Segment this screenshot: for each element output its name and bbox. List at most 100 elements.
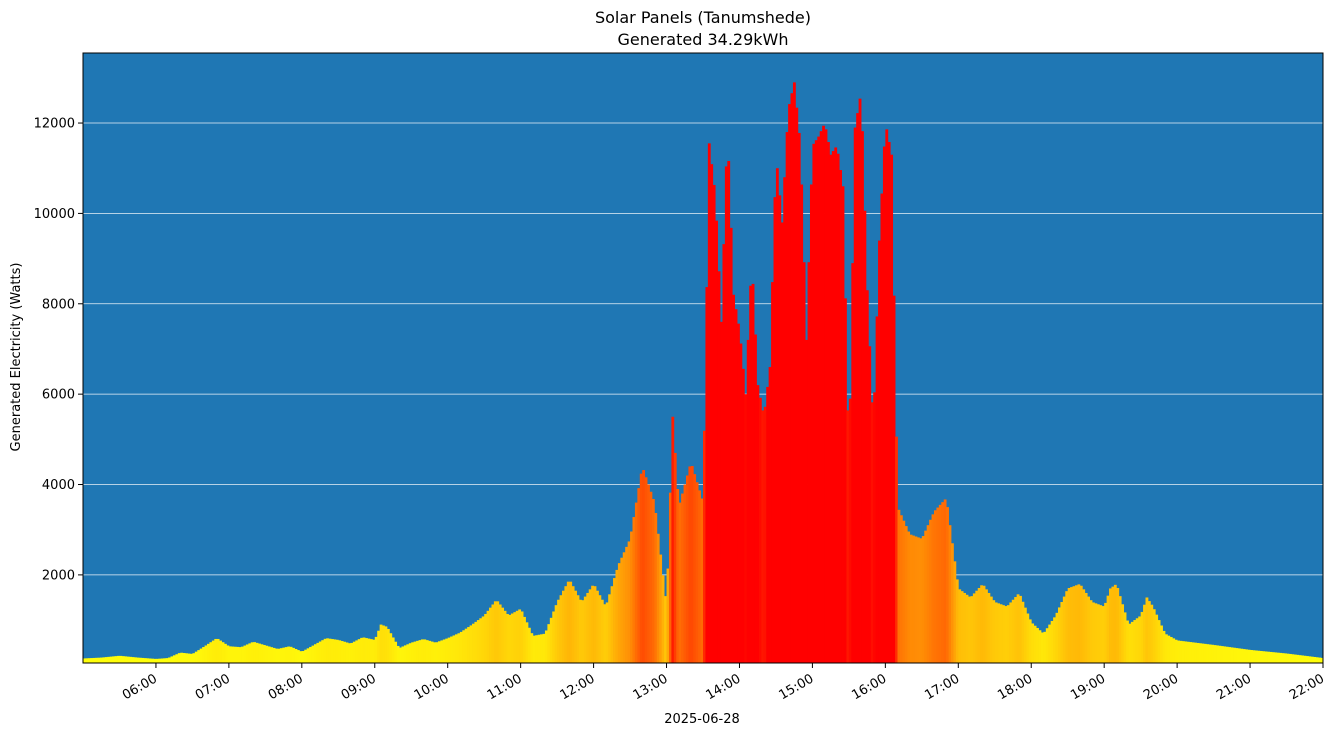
power-bar [1281, 653, 1285, 663]
power-bar [1296, 654, 1300, 663]
power-bar [518, 609, 522, 663]
power-bar [916, 537, 920, 663]
power-bar [666, 568, 670, 663]
power-bar [695, 482, 699, 663]
power-bar [1099, 605, 1103, 663]
power-bar [197, 650, 201, 663]
power-bar [189, 653, 193, 663]
power-bar [309, 646, 312, 663]
power-bar [1106, 595, 1110, 663]
power-bar [1082, 589, 1086, 663]
power-bar [688, 466, 692, 663]
x-tick-label: 15:00 [776, 671, 816, 703]
power-bar [423, 639, 427, 663]
power-bar [109, 656, 113, 663]
power-bar [292, 647, 295, 663]
power-bar [579, 599, 582, 663]
power-bar [1104, 602, 1108, 663]
power-bar [248, 643, 252, 663]
power-bar [401, 646, 405, 663]
power-bar [1075, 585, 1078, 663]
power-bar [1189, 642, 1193, 663]
power-bar [277, 648, 281, 663]
x-axis-ticks: 06:00 07:00 08:00 09:00 10:00 11:00 12:00 13:00… [120, 663, 1327, 703]
power-bar [530, 633, 534, 663]
y-axis-label: Generated Electricity (Watts) [9, 263, 24, 452]
x-tick-label: 21:00 [1214, 671, 1254, 703]
power-bar [391, 637, 395, 663]
power-bar [698, 490, 701, 663]
power-bar [90, 658, 94, 663]
power-bar [882, 146, 886, 664]
power-bar [766, 386, 770, 663]
power-bar [1267, 651, 1270, 663]
power-bar [1315, 657, 1319, 663]
x-tick-label: 08:00 [266, 671, 306, 703]
power-bar [207, 643, 210, 663]
power-bar [338, 640, 342, 663]
power-bar [1123, 612, 1127, 663]
power-bar [226, 645, 230, 663]
power-bar [187, 653, 191, 663]
power-bar [836, 153, 840, 663]
power-bar [209, 642, 213, 663]
power-bar [596, 590, 599, 663]
power-bar [690, 465, 694, 663]
power-bar [279, 648, 283, 663]
power-bar [707, 143, 711, 664]
x-tick-label: 09:00 [339, 671, 379, 703]
power-bar [102, 657, 106, 663]
power-bar [853, 127, 857, 664]
power-bar [936, 507, 940, 663]
power-bar [848, 398, 852, 663]
power-bar [153, 658, 157, 663]
power-bar [700, 498, 704, 663]
power-bar [1298, 655, 1302, 663]
power-bar [221, 642, 225, 663]
power-bar [493, 601, 497, 663]
power-bar [732, 294, 736, 663]
power-bar [124, 656, 128, 663]
power-bar [134, 657, 137, 663]
power-bar [1216, 645, 1219, 663]
power-bar [1121, 604, 1125, 663]
power-bar [258, 643, 261, 663]
power-bar [1286, 653, 1290, 663]
power-bar [1060, 602, 1064, 663]
power-bar [819, 131, 823, 664]
chart-subtitle: Generated 34.29kWh [618, 30, 789, 49]
power-bar [508, 614, 512, 663]
power-bar [761, 410, 765, 663]
power-bar [143, 658, 147, 663]
power-bar [479, 618, 483, 663]
power-bar [112, 656, 116, 663]
power-bar [430, 641, 434, 663]
power-bar [489, 607, 492, 663]
power-bar [389, 633, 393, 663]
power-bar [571, 586, 575, 663]
power-bar [484, 613, 488, 663]
y-tick-label: 8000 [42, 297, 75, 312]
y-tick-label: 6000 [42, 388, 75, 403]
power-bar [119, 655, 123, 663]
power-bar [1057, 607, 1061, 663]
power-bar [104, 657, 108, 663]
power-bar [1230, 647, 1234, 663]
power-bar [870, 402, 874, 663]
power-bar [1019, 595, 1022, 663]
power-bar [824, 129, 828, 663]
power-bar [85, 658, 89, 663]
power-bar [610, 586, 614, 663]
x-tick-label: 14:00 [704, 671, 744, 703]
power-bar [1172, 638, 1176, 663]
power-bar [544, 630, 548, 663]
power-bar [729, 227, 733, 663]
power-bar [87, 658, 91, 663]
power-bar [255, 642, 259, 663]
power-bar [895, 436, 898, 663]
power-bar [275, 648, 278, 663]
power-bar [1308, 656, 1312, 663]
power-bar [172, 655, 176, 663]
power-bar [1276, 652, 1280, 663]
